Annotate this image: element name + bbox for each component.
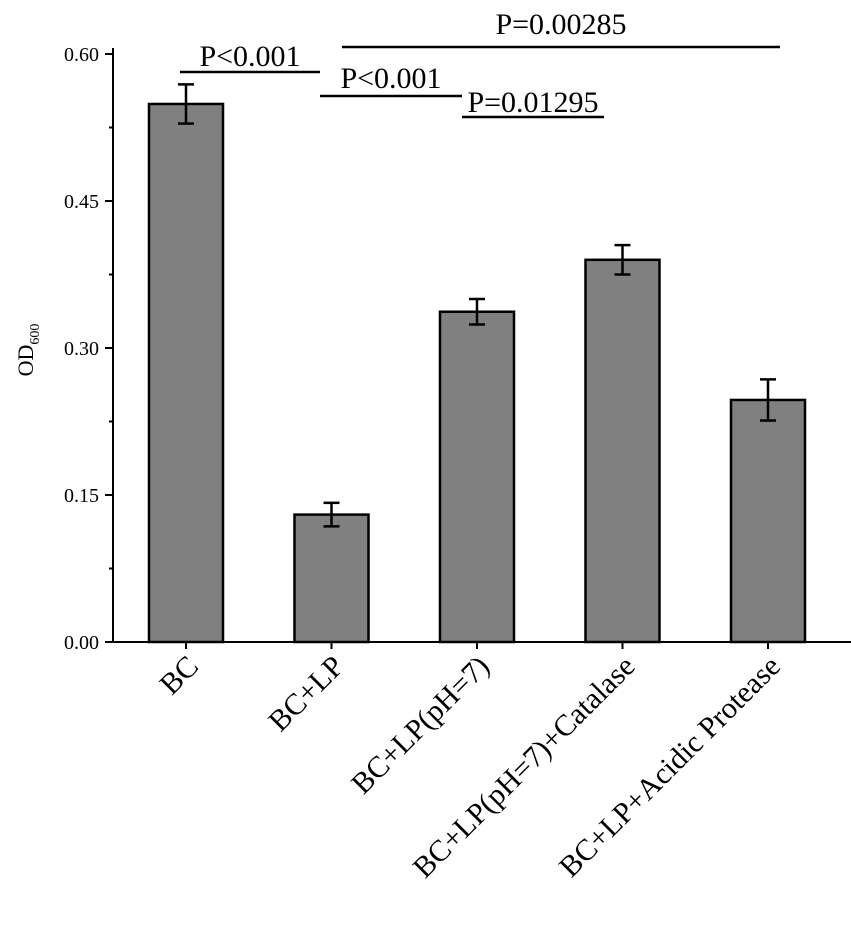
error-bars	[178, 83, 776, 528]
significance-label: P=0.00285	[495, 8, 626, 41]
x-category-label: BC+LP(pH=7)	[345, 650, 496, 801]
significance-annotations: P<0.001 P<0.001 P=0.01295 P=0.00285	[180, 8, 780, 119]
y-tick-label: 0.15	[64, 485, 99, 507]
x-category-label: BC+LP	[262, 650, 350, 738]
y-axis-label-subscript: 600	[28, 324, 43, 345]
significance-label: P=0.01295	[467, 86, 598, 119]
y-tick-label: 0.60	[64, 44, 99, 66]
bar	[293, 513, 370, 644]
y-tick-label: 0.45	[64, 191, 99, 213]
bar	[729, 398, 807, 644]
y-tick-label: 0.30	[64, 338, 99, 360]
y-axis-label: OD600	[13, 324, 43, 377]
bar	[438, 310, 516, 644]
y-tick-label: 0.00	[64, 632, 99, 654]
bars	[147, 102, 807, 644]
bar	[147, 102, 225, 644]
x-category-label: BC	[153, 650, 205, 702]
y-axis: 0.00 0.15 0.30 0.45 0.60	[64, 44, 851, 654]
x-axis-labels: BC BC+LPBC+LP(pH=7)BC+LP(pH=7)+CatalaseBC…	[153, 650, 787, 885]
y-axis-label-main: OD	[13, 345, 38, 377]
bar	[584, 258, 661, 644]
significance-label: P<0.001	[340, 62, 441, 95]
significance-label: P<0.001	[199, 40, 300, 73]
